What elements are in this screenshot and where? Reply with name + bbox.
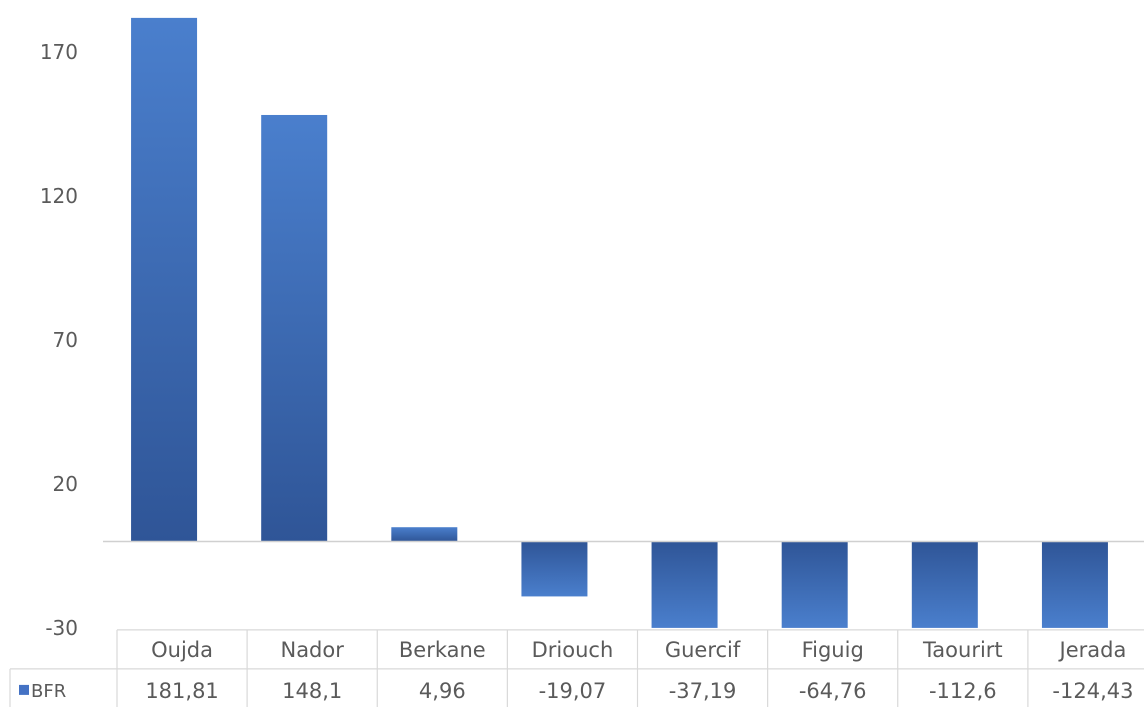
category-label: Oujda	[151, 638, 213, 662]
bar	[1041, 541, 1108, 628]
data-table-value: -64,76	[799, 679, 867, 703]
data-table-value: -19,07	[539, 679, 607, 703]
bar	[651, 541, 718, 628]
data-table-value: 148,1	[282, 679, 342, 703]
bars	[131, 17, 1108, 628]
category-label: Jerada	[1058, 638, 1127, 662]
data-table-value: 181,81	[145, 679, 218, 703]
bar	[521, 541, 588, 597]
data-table: Oujda 181,81 Nador 148,1 Berkane 4,96 Driouch -…	[9, 629, 1144, 707]
category-label: Taourirt	[922, 638, 1003, 662]
y-tick-label: 70	[53, 328, 78, 352]
data-table-value: 4,96	[419, 679, 466, 703]
bar	[261, 114, 328, 542]
bar	[391, 527, 458, 542]
y-axis-ticks: 170 120 70 20 -30	[40, 40, 78, 640]
y-tick-label: 170	[40, 40, 78, 64]
category-label: Guercif	[665, 638, 741, 662]
category-label: Driouch	[532, 638, 614, 662]
bar	[131, 17, 198, 542]
data-table-value: -124,43	[1052, 679, 1133, 703]
category-label: Berkane	[399, 638, 486, 662]
legend-swatch	[19, 684, 29, 695]
data-table-value: -112,6	[929, 679, 997, 703]
y-tick-label: 120	[40, 184, 78, 208]
bar	[911, 541, 978, 628]
bar	[781, 541, 848, 628]
category-label: Figuig	[802, 638, 864, 662]
data-table-value: -37,19	[669, 679, 737, 703]
y-tick-label: -30	[45, 616, 78, 640]
category-label: Nador	[280, 638, 344, 662]
y-tick-label: 20	[53, 472, 78, 496]
legend-label: BFR	[31, 681, 66, 702]
